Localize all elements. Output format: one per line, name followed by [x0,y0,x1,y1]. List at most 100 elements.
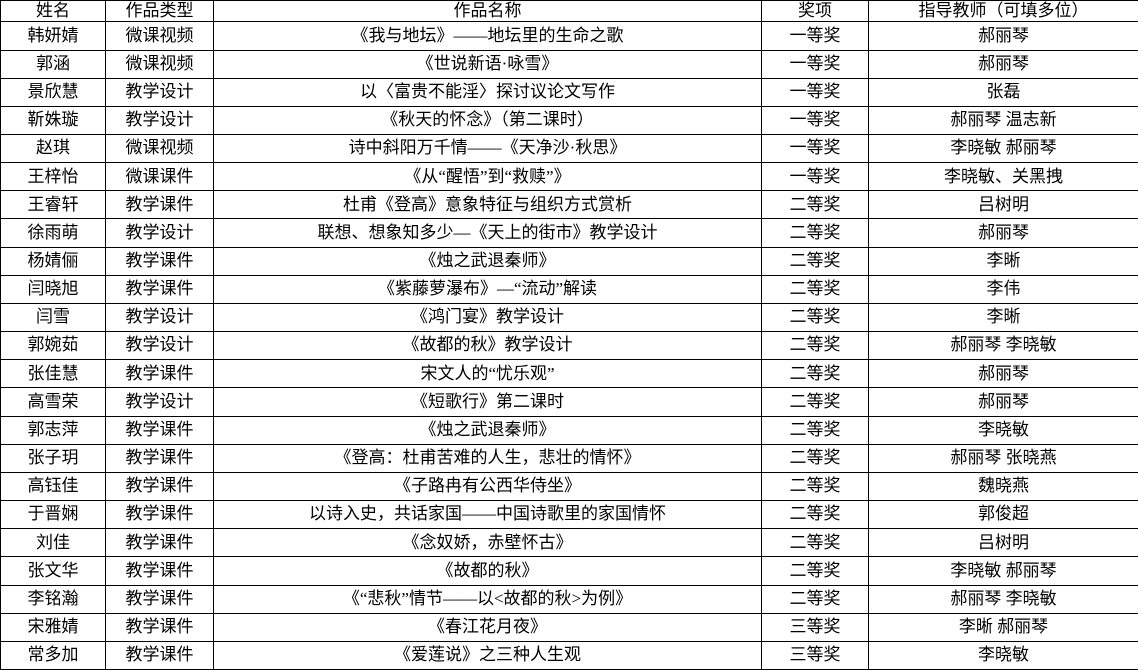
cell-name: 高雪荣 [0,387,106,417]
cell-teacher: 李晓敏 郝丽琴 [868,134,1138,164]
cell-type: 教学课件 [105,415,214,445]
table-row: 李铭瀚 教学课件 《“悲秋”情节——以<故都的秋>为例》 二等奖 郝丽琴 李晓敏 [0,584,1138,614]
table-row: 张子玥 教学课件 《登高：杜甫苦难的人生，悲壮的情怀》 二等奖 郝丽琴 张晓燕 [0,443,1138,473]
cell-award: 二等奖 [761,190,869,220]
cell-award: 一等奖 [761,162,869,192]
header-name: 姓名 [0,0,106,23]
cell-type: 微课视频 [105,21,214,51]
cell-teacher: 郝丽琴 [868,218,1138,248]
cell-award: 一等奖 [761,21,869,51]
cell-type: 教学设计 [105,302,214,333]
table-row: 于晋娴 教学课件 以诗入史，共话家国——中国诗歌里的家国情怀 二等奖 郭俊超 [0,500,1138,530]
cell-type: 教学课件 [105,359,214,389]
cell-name: 高钰佳 [0,471,106,502]
cell-award: 二等奖 [761,302,869,333]
table-body: 韩妍婧 微课视频 《我与地坛》——地坛里的生命之歌 一等奖 郝丽琴 郭涵 微课视频 《世说新语… [0,21,1138,670]
table-row: 王梓怡 微课课件 《从“醒悟”到“救赎”》 一等奖 李晓敏、关黑拽 [0,162,1138,192]
cell-award: 二等奖 [761,359,869,389]
cell-type: 教学课件 [105,640,214,670]
cell-title: 《故都的秋》 [213,556,762,586]
cell-type: 教学课件 [105,274,214,304]
cell-title: 《秋天的怀念》（第二课时） [213,105,762,136]
cell-type: 教学设计 [105,387,214,417]
cell-award: 三等奖 [761,640,869,670]
cell-title: 《紫藤萝瀑布》—“流动”解读 [213,274,762,304]
cell-award: 二等奖 [761,556,869,586]
cell-title: 以〈富贵不能淫〉探讨议论文写作 [213,77,762,107]
cell-type: 教学课件 [105,612,214,642]
cell-type: 教学课件 [105,556,214,586]
cell-title: 《“悲秋”情节——以<故都的秋>为例》 [213,584,762,614]
header-teacher: 指导教师（可填多位） [868,0,1138,23]
cell-teacher: 郝丽琴 张晓燕 [868,443,1138,473]
cell-name: 徐雨萌 [0,218,106,248]
table-row: 张佳慧 教学课件 宋文人的“忧乐观” 二等奖 郝丽琴 [0,359,1138,389]
cell-teacher: 郝丽琴 李晓敏 [868,584,1138,614]
cell-type: 教学设计 [105,105,214,136]
cell-type: 教学课件 [105,528,214,558]
table-row: 杨婧俪 教学课件 《烛之武退秦师》 二等奖 李晰 [0,246,1138,276]
cell-name: 张佳慧 [0,359,106,389]
cell-award: 二等奖 [761,584,869,614]
cell-award: 一等奖 [761,134,869,164]
cell-title: 《短歌行》第二课时 [213,387,762,417]
cell-award: 二等奖 [761,387,869,417]
header-type: 作品类型 [105,0,214,23]
cell-type: 教学设计 [105,218,214,248]
cell-name: 王睿轩 [0,190,106,220]
header-row: 姓名 作品类型 作品名称 奖项 指导教师（可填多位） [0,0,1138,23]
cell-teacher: 李晓敏 郝丽琴 [868,556,1138,586]
cell-teacher: 郭俊超 [868,500,1138,530]
cell-title: 《烛之武退秦师》 [213,246,762,276]
cell-title: 杜甫《登高》意象特征与组织方式赏析 [213,190,762,220]
table-row: 张文华 教学课件 《故都的秋》 二等奖 李晓敏 郝丽琴 [0,556,1138,586]
cell-type: 微课视频 [105,49,214,79]
cell-type: 教学课件 [105,246,214,276]
cell-award: 二等奖 [761,415,869,445]
table-row: 闫晓旭 教学课件 《紫藤萝瀑布》—“流动”解读 二等奖 李伟 [0,274,1138,304]
cell-teacher: 李晰 [868,246,1138,276]
cell-title: 《登高：杜甫苦难的人生，悲壮的情怀》 [213,443,762,473]
cell-name: 宋雅婧 [0,612,106,642]
cell-teacher: 李晓敏、关黑拽 [868,162,1138,192]
table-row: 郭涵 微课视频 《世说新语·咏雪》 一等奖 郝丽琴 [0,49,1138,79]
cell-name: 王梓怡 [0,162,106,192]
cell-type: 教学设计 [105,77,214,107]
table-row: 高钰佳 教学课件 《子路冉有公西华侍坐》 二等奖 魏晓燕 [0,471,1138,502]
cell-title: 《子路冉有公西华侍坐》 [213,471,762,502]
table-row: 韩妍婧 微课视频 《我与地坛》——地坛里的生命之歌 一等奖 郝丽琴 [0,21,1138,51]
cell-title: 《世说新语·咏雪》 [213,49,762,79]
cell-award: 一等奖 [761,77,869,107]
cell-type: 教学课件 [105,190,214,220]
cell-type: 教学课件 [105,584,214,614]
cell-award: 二等奖 [761,528,869,558]
cell-award: 二等奖 [761,471,869,502]
cell-name: 景欣慧 [0,77,106,107]
cell-name: 郭志萍 [0,415,106,445]
table-row: 闫雪 教学设计 《鸿门宴》教学设计 二等奖 李晰 [0,302,1138,333]
cell-award: 二等奖 [761,443,869,473]
cell-title: 《烛之武退秦师》 [213,415,762,445]
table-row: 景欣慧 教学设计 以〈富贵不能淫〉探讨议论文写作 一等奖 张磊 [0,77,1138,107]
cell-name: 于晋娴 [0,500,106,530]
cell-type: 教学课件 [105,500,214,530]
cell-name: 韩妍婧 [0,21,106,51]
cell-type: 教学课件 [105,443,214,473]
cell-type: 微课课件 [105,162,214,192]
cell-type: 教学课件 [105,471,214,502]
cell-name: 张文华 [0,556,106,586]
table-row: 常多加 教学课件 《爱莲说》之三种人生观 三等奖 李晓敏 [0,640,1138,670]
cell-type: 微课视频 [105,134,214,164]
cell-teacher: 李晓敏 [868,415,1138,445]
cell-name: 常多加 [0,640,106,670]
cell-award: 一等奖 [761,49,869,79]
cell-title: 《春江花月夜》 [213,612,762,642]
cell-teacher: 吕树明 [868,190,1138,220]
cell-name: 赵琪 [0,134,106,164]
cell-teacher: 魏晓燕 [868,471,1138,502]
header-award: 奖项 [761,0,869,23]
cell-name: 李铭瀚 [0,584,106,614]
cell-title: 以诗入史，共话家国——中国诗歌里的家国情怀 [213,500,762,530]
table-row: 宋雅婧 教学课件 《春江花月夜》 三等奖 李晰 郝丽琴 [0,612,1138,642]
